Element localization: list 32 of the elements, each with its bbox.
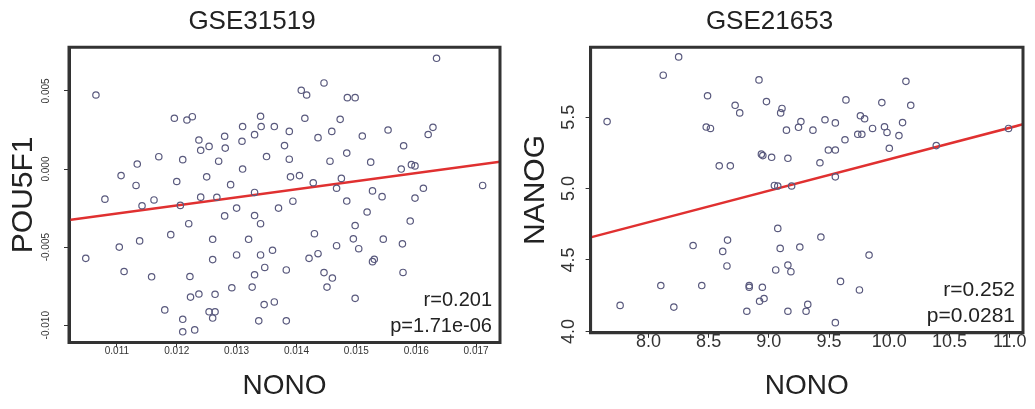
y-tick-label: -0.010 bbox=[39, 310, 51, 340]
x-tick-label: 8.0 bbox=[635, 330, 661, 351]
y-tick-label: 5.0 bbox=[558, 176, 579, 202]
y-axis-title: POU5F1 bbox=[5, 136, 39, 254]
x-tick-label: 10.0 bbox=[871, 330, 907, 351]
annotation: r=0.252 bbox=[943, 277, 1015, 301]
x-tick-label: 0.014 bbox=[283, 345, 310, 357]
x-tick-label: 9.5 bbox=[816, 330, 842, 351]
annotation: p=1.71e-06 bbox=[390, 313, 492, 336]
chart-title: GSE31519 bbox=[188, 4, 316, 35]
x-tick-label: 10.5 bbox=[932, 330, 968, 351]
x-tick-label: 9.0 bbox=[756, 330, 782, 351]
annotation: r=0.201 bbox=[423, 287, 492, 310]
x-tick-label: 0.017 bbox=[463, 345, 489, 357]
x-tick-label: 11.0 bbox=[992, 330, 1027, 351]
y-axis-title: NANOG bbox=[517, 134, 551, 246]
y-tick-label: 0.005 bbox=[39, 77, 51, 104]
annotation: p=0.0281 bbox=[926, 303, 1015, 327]
y-tick-label: 4.0 bbox=[558, 318, 579, 344]
y-tick-label: 0.000 bbox=[39, 156, 51, 182]
x-axis-title: NONO bbox=[764, 368, 849, 400]
y-tick-label: 4.5 bbox=[558, 247, 579, 273]
chart-title: GSE21653 bbox=[705, 4, 834, 35]
x-tick-label: 0.016 bbox=[403, 345, 430, 357]
y-tick-label: 5.5 bbox=[558, 104, 579, 130]
x-tick-label: 0.011 bbox=[104, 345, 130, 357]
x-axis-title: NONO bbox=[242, 368, 327, 400]
x-tick-label: 8.5 bbox=[696, 330, 722, 351]
x-tick-label: 0.013 bbox=[224, 345, 250, 357]
x-tick-label: 0.015 bbox=[343, 345, 370, 357]
y-tick-label: -0.005 bbox=[39, 232, 51, 262]
x-tick-label: 0.012 bbox=[164, 345, 190, 357]
